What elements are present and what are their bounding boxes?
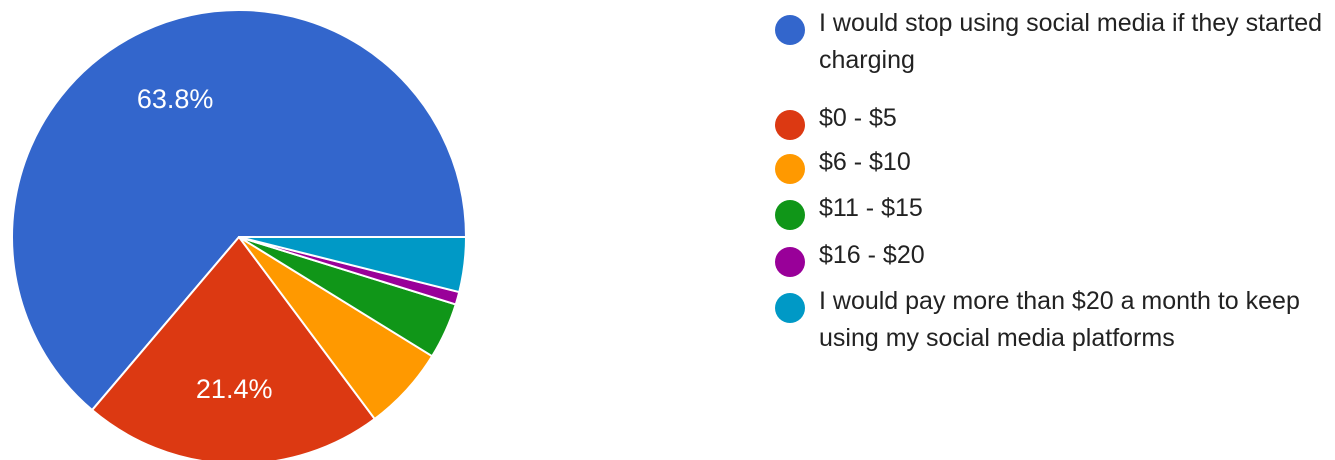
legend-label: I would stop using social media if they …	[819, 9, 1323, 74]
pie-slice-1[interactable]	[91, 236, 376, 460]
legend-swatch-icon	[775, 154, 805, 184]
pie-slice-label-0: 63.8%	[137, 84, 214, 114]
legend-item-stop-using[interactable]: I would stop using social media if they …	[775, 5, 1335, 79]
legend-item-pay-more[interactable]: I would pay more than $20 a month to kee…	[775, 283, 1335, 357]
legend-item-0-5[interactable]: $0 - $5	[775, 100, 1335, 140]
legend-swatch-icon	[775, 293, 805, 323]
legend-swatch-icon	[775, 15, 805, 45]
legend-item-16-20[interactable]: $16 - $20	[775, 237, 1335, 277]
pie-chart: 63.8% 21.4%	[11, 9, 467, 460]
legend-swatch-icon	[775, 110, 805, 140]
legend-item-6-10[interactable]: $6 - $10	[775, 144, 1335, 184]
pie-slice-5[interactable]	[238, 236, 467, 294]
legend-swatch-icon	[775, 247, 805, 277]
pie-slice-label-1: 21.4%	[196, 374, 273, 404]
legend-item-11-15[interactable]: $11 - $15	[775, 190, 1335, 230]
pie-slice-0[interactable]	[11, 9, 467, 412]
legend-label: $0 - $5	[819, 104, 897, 132]
legend-swatch-icon	[775, 200, 805, 230]
legend-label: I would pay more than $20 a month to kee…	[819, 287, 1300, 352]
legend-label: $11 - $15	[819, 194, 923, 222]
pie-slice-labels: 63.8% 21.4%	[137, 84, 273, 404]
legend-label: $6 - $10	[819, 148, 911, 176]
legend-label: $16 - $20	[819, 241, 925, 269]
pie-slices	[11, 9, 467, 460]
